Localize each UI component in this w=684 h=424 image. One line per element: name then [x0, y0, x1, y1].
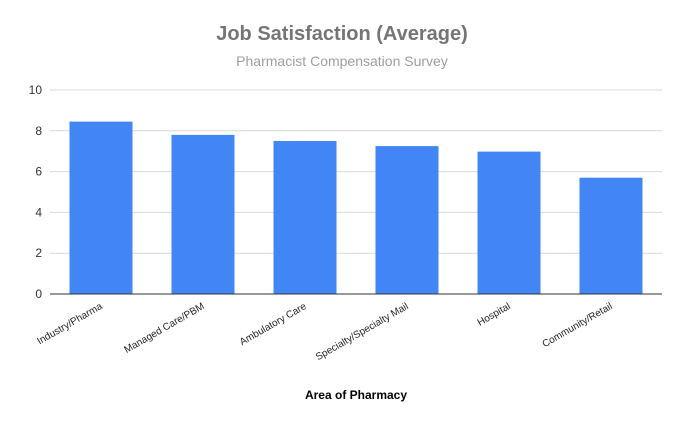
y-axis-ticks: 0 2 4 6 8 10 — [29, 83, 43, 301]
bar — [273, 141, 337, 294]
bar — [69, 121, 133, 295]
x-tick-label: Hospital — [476, 301, 513, 329]
y-tick-label: 4 — [35, 205, 42, 219]
bars — [69, 121, 643, 295]
x-tick-label: Ambulatory Care — [238, 301, 309, 348]
y-tick-label: 8 — [35, 124, 42, 138]
x-axis-label: Area of Pharmacy — [305, 388, 407, 402]
x-axis-ticks: Industry/Pharma Managed Care/PBM Ambulator… — [35, 301, 614, 363]
y-tick-label: 2 — [35, 246, 42, 260]
bar — [171, 134, 235, 294]
x-tick-label: Industry/Pharma — [35, 301, 104, 347]
gridlines — [50, 89, 662, 254]
bar — [579, 177, 643, 294]
bar — [477, 151, 541, 294]
y-tick-label: 10 — [29, 83, 43, 97]
x-tick-label: Managed Care/PBM — [123, 301, 207, 356]
x-tick-label: Specialty/Specialty Mail — [314, 301, 410, 363]
chart-subtitle: Pharmacist Compensation Survey — [236, 53, 448, 69]
x-tick-label: Community/Retail — [541, 301, 615, 350]
y-tick-label: 0 — [35, 287, 42, 301]
chart-title: Job Satisfaction (Average) — [216, 23, 468, 45]
bar — [375, 146, 439, 294]
y-tick-label: 6 — [35, 165, 42, 179]
